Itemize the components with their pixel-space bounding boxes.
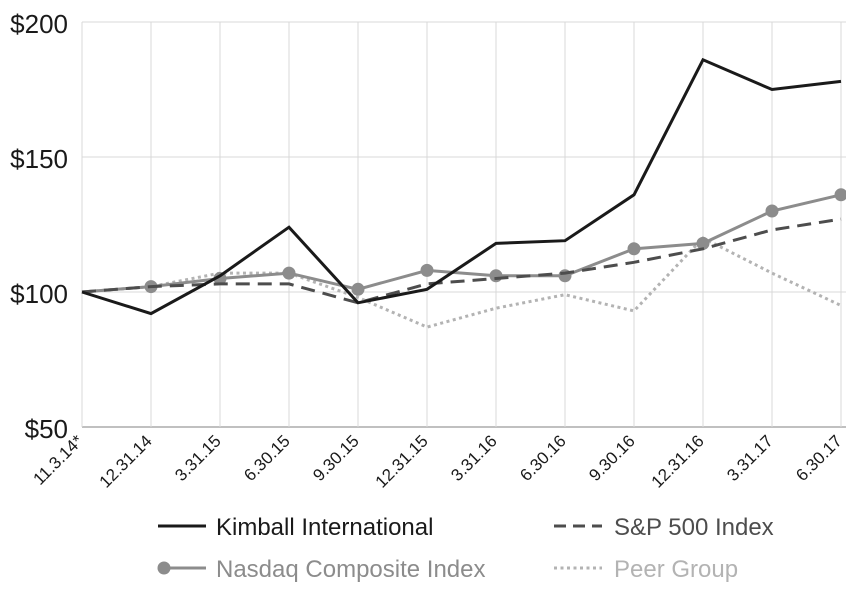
y-axis-tick-labels: $50 $100 $150 $200: [10, 9, 68, 444]
legend-label: S&P 500 Index: [614, 514, 774, 541]
legend: Kimball International S&P 500 Index Nasdaq…: [158, 514, 774, 583]
x-tick-label: 6.30.17: [792, 431, 846, 485]
x-tick-label: 9.30.16: [585, 431, 639, 485]
legend-marker: [158, 562, 171, 575]
data-point: [421, 264, 434, 277]
legend-label: Nasdaq Composite Index: [216, 556, 485, 583]
legend-label: Peer Group: [614, 556, 738, 583]
series-line-2: [82, 195, 841, 292]
gridlines: [82, 22, 846, 427]
series-lines: [82, 60, 846, 327]
data-point: [490, 269, 503, 282]
y-tick-label: $200: [10, 9, 68, 39]
x-tick-label: 3.31.15: [171, 431, 225, 485]
x-tick-label: 6.30.15: [240, 431, 294, 485]
series-line-0: [82, 60, 841, 314]
y-tick-label: $50: [25, 414, 68, 444]
x-tick-label: 6.30.16: [516, 431, 570, 485]
y-tick-label: $150: [10, 144, 68, 174]
x-tick-label: 9.30.15: [309, 431, 363, 485]
x-tick-label: 12.31.15: [372, 431, 432, 491]
data-point: [283, 267, 296, 280]
data-point: [628, 242, 641, 255]
x-tick-label: 3.31.17: [723, 431, 777, 485]
data-point: [835, 188, 846, 201]
data-point: [352, 283, 365, 296]
x-tick-label: 12.31.16: [648, 431, 708, 491]
data-point: [766, 205, 779, 218]
x-tick-label: 12.31.14: [96, 431, 156, 491]
y-tick-label: $100: [10, 279, 68, 309]
x-tick-label: 3.31.16: [447, 431, 501, 485]
legend-label: Kimball International: [216, 514, 433, 541]
